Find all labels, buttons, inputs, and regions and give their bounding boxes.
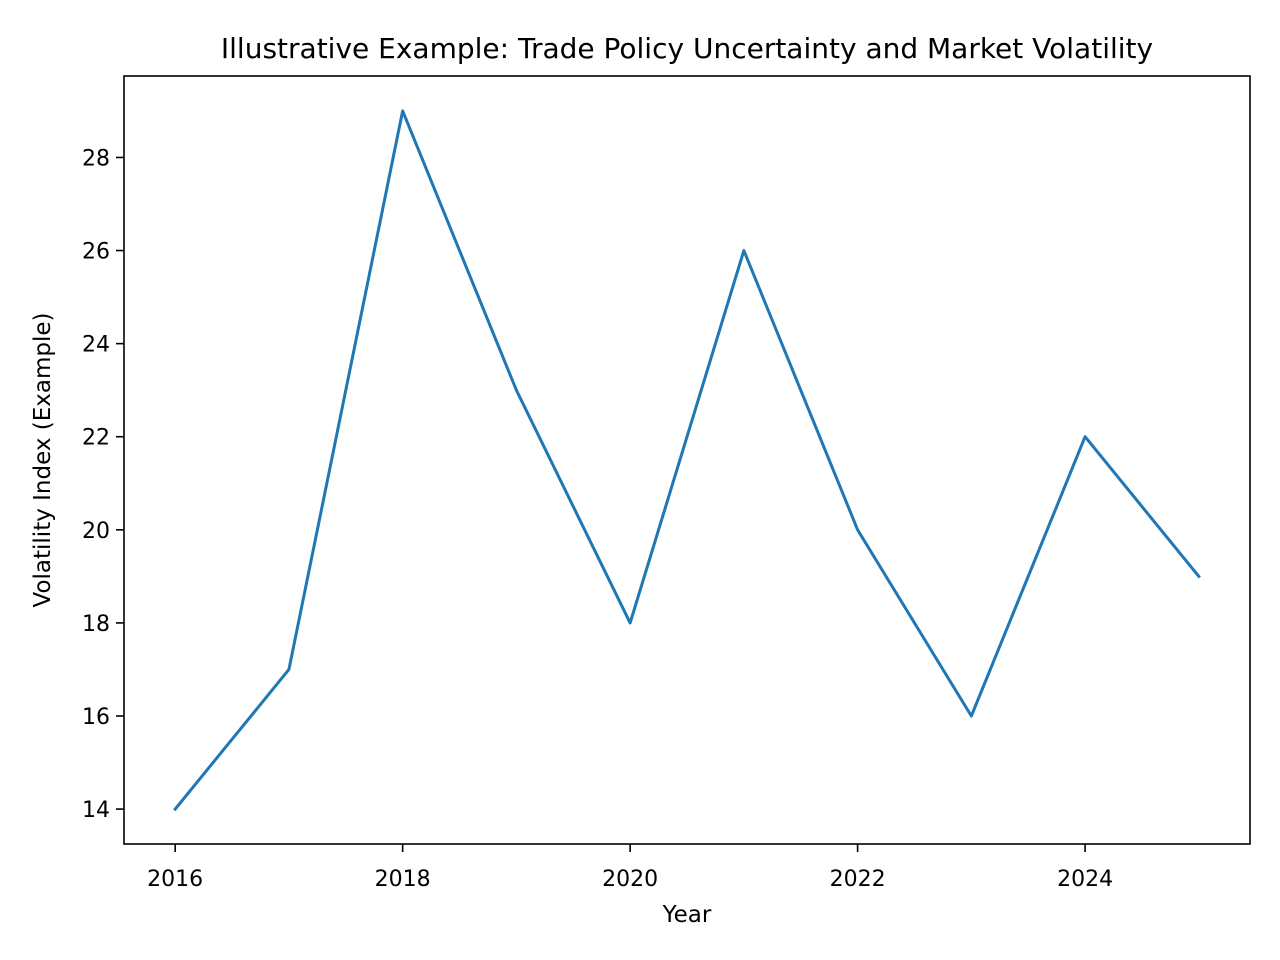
chart-title: Illustrative Example: Trade Policy Uncer… [221,32,1153,65]
x-axis-label: Year [662,902,712,928]
x-tick-label: 2022 [830,867,886,892]
x-tick-label: 2024 [1057,867,1113,892]
plot-area [173,109,1201,812]
series-line [173,109,1201,812]
x-axis: 2016 2018 2020 2022 2024 [147,844,1113,892]
plot-frame [123,75,1251,845]
y-tick-label: 26 [82,240,110,265]
y-tick-label: 20 [82,519,110,544]
y-tick-label: 28 [82,146,110,171]
y-axis-label: Volatility Index (Example) [30,313,56,608]
y-tick-label: 16 [82,705,110,730]
y-tick-label: 18 [82,612,110,637]
x-tick-label: 2020 [602,867,658,892]
y-tick-label: 22 [82,426,110,451]
y-tick-label: 24 [82,333,110,358]
y-axis: 14 16 18 20 22 24 26 28 [82,146,124,823]
y-tick-label: 14 [82,798,110,823]
x-tick-label: 2016 [147,867,203,892]
x-tick-label: 2018 [375,867,431,892]
